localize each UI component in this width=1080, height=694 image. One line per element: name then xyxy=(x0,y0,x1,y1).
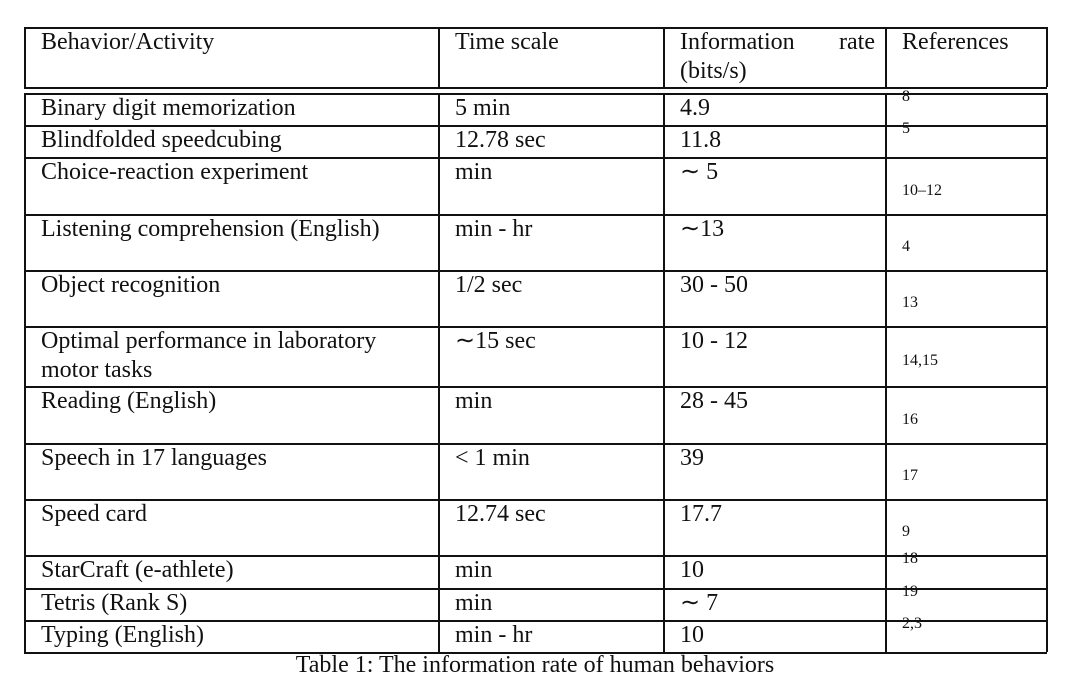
reference: 2,3 xyxy=(902,615,922,632)
time-scale: min xyxy=(455,159,493,185)
time-scale: 5 min xyxy=(455,95,511,121)
behavior: Tetris (Rank S) xyxy=(41,590,188,616)
reference: 16 xyxy=(902,410,918,428)
rule xyxy=(24,588,1047,590)
time-scale: < 1 min xyxy=(455,445,530,471)
time-scale: 1/2 sec xyxy=(455,272,523,298)
behavior: Choice-reaction experiment xyxy=(41,159,309,185)
header-cell: Behavior/Activity xyxy=(41,29,215,55)
time-scale: min xyxy=(455,388,493,414)
behavior: Speed card xyxy=(41,501,147,527)
info-rate: 10 xyxy=(680,622,704,648)
info-rate: 4.9 xyxy=(680,95,710,121)
rule xyxy=(24,499,1047,501)
reference: 5 xyxy=(902,120,910,137)
rule xyxy=(24,652,1047,654)
rule xyxy=(885,93,887,652)
info-rate: 30 - 50 xyxy=(680,272,748,298)
behavior: Listening comprehension (English) xyxy=(41,216,380,242)
header-cell: References xyxy=(902,29,1009,55)
rule xyxy=(663,93,665,652)
info-rate: 10 - 12 xyxy=(680,328,748,354)
rule xyxy=(24,620,1047,622)
time-scale: min - hr xyxy=(455,622,533,648)
rule xyxy=(24,157,1047,159)
rule xyxy=(24,214,1047,216)
info-rate: 28 - 45 xyxy=(680,388,748,414)
time-scale: ∼15 sec xyxy=(455,328,536,354)
behavior: Object recognition xyxy=(41,272,221,298)
reference: 18 xyxy=(902,550,918,567)
info-rate: ∼ 5 xyxy=(680,159,719,185)
behavior: Binary digit memorization xyxy=(41,95,296,121)
rule xyxy=(24,326,1047,328)
rule xyxy=(438,93,440,652)
rule xyxy=(24,555,1047,557)
behavior: Reading (English) xyxy=(41,388,217,414)
info-rate: 11.8 xyxy=(680,127,722,153)
time-scale: min xyxy=(455,557,493,583)
header-cell: Information rate (bits/s) xyxy=(680,29,875,84)
rule xyxy=(885,27,887,87)
time-scale: 12.78 sec xyxy=(455,127,546,153)
rule xyxy=(24,87,1047,89)
time-scale: min - hr xyxy=(455,216,533,242)
info-rate: 39 xyxy=(680,445,704,471)
behavior: Speech in 17 languages xyxy=(41,445,267,471)
behavior: Optimal performance in laboratory motor … xyxy=(41,328,377,383)
info-rate: ∼ 7 xyxy=(680,590,719,616)
reference: 4 xyxy=(902,238,910,256)
rule xyxy=(1046,27,1048,87)
behavior: StarCraft (e-athlete) xyxy=(41,557,234,583)
reference: 19 xyxy=(902,583,918,600)
reference: 10–12 xyxy=(902,181,942,199)
reference: 14,15 xyxy=(902,352,938,369)
rule xyxy=(24,125,1047,127)
rule xyxy=(1046,93,1048,652)
behavior: Blindfolded speedcubing xyxy=(41,127,282,153)
rule xyxy=(24,27,1047,29)
reference: 13 xyxy=(902,294,918,312)
rule xyxy=(663,27,665,87)
reference: 8 xyxy=(902,88,910,105)
rule xyxy=(24,93,26,652)
rule xyxy=(24,270,1047,272)
time-scale: 12.74 sec xyxy=(455,501,546,527)
reference: 17 xyxy=(902,467,918,485)
rule xyxy=(24,386,1047,388)
info-rate: 10 xyxy=(680,557,704,583)
info-rate: 17.7 xyxy=(680,501,722,527)
time-scale: min xyxy=(455,590,493,616)
rule xyxy=(24,27,26,87)
rule xyxy=(24,93,1047,95)
header-cell: Time scale xyxy=(455,29,559,55)
info-rate: ∼13 xyxy=(680,216,725,242)
table-caption: Table 1: The information rate of human b… xyxy=(295,652,775,678)
behavior: Typing (English) xyxy=(41,622,204,648)
rule xyxy=(24,443,1047,445)
reference: 9 xyxy=(902,523,910,541)
rule xyxy=(438,27,440,87)
